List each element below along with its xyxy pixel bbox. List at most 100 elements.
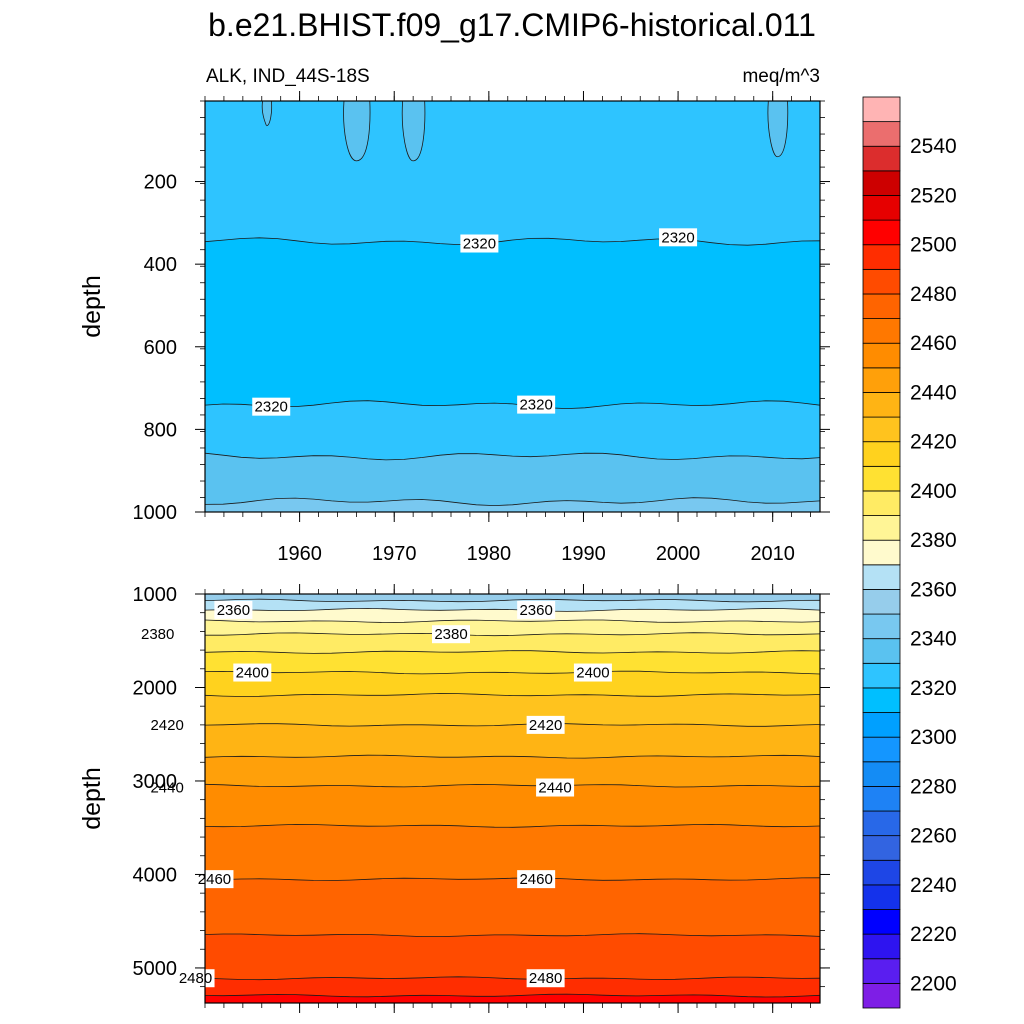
bottom-band-12 [205,877,820,937]
colorbar-box [862,884,901,910]
colorbar-box [862,982,901,1009]
colorbar-box [862,465,901,492]
y-tick-label: 400 [144,254,177,276]
bottom-band-contour-line [204,993,821,998]
contour-label: 2460 [195,870,234,889]
bottom-band-contour-line [204,650,821,654]
colorbar-box [862,490,901,516]
colorbar-tick-label: 2360 [910,578,957,601]
contour-label-box [526,715,565,734]
colorbar-box [862,786,901,812]
bottom-band-contour-line [204,823,821,828]
colorbar-box [862,958,901,984]
contour-label-box [138,625,177,644]
bottom-band-contour-line [204,783,821,788]
bottom-band-contour-line [204,877,821,881]
surface-contour-patch [401,100,426,162]
y-tick-label: 2000 [133,677,178,699]
x-tick-label: 2010 [750,543,795,565]
colorbar-box [862,539,901,566]
contour-label-text: 2380 [141,626,174,643]
colorbar-box [862,712,901,738]
colorbar-tick-label: 2260 [910,825,957,848]
colorbar-tick-label: 2480 [910,283,957,306]
contour-label-box [148,715,187,734]
top-panel-ticks: 200 400 600 800 1000 1960 1970 1980 1990 2000 2010 [133,91,830,565]
contour-label-box [659,228,698,247]
contour-label-text: 2320 [519,397,552,414]
surface-contour-patch [767,100,789,158]
contour-label: 2420 [526,715,565,734]
contour-label-text: 2460 [519,871,552,888]
bottom-band-contour-line [204,976,821,981]
contour-label-text: 2420 [529,717,562,734]
top-band-contour-line [204,237,821,246]
top-band-contour-line [204,452,821,461]
bottom-band-9 [205,755,820,787]
contour-label-text: 2440 [150,780,183,797]
contour-label-text: 2480 [529,970,562,987]
bottom-panel-frame [204,593,821,1004]
top-panel-contours [204,100,821,507]
colorbar-box [862,170,901,196]
bottom-band-contour-line [204,693,821,697]
colorbar-box [862,96,901,123]
contour-label-text: 2320 [463,236,496,253]
x-tick-label: 1980 [467,543,512,565]
top-band-3 [205,453,820,506]
colorbar-box [862,367,901,393]
surface-contour-patch [343,100,371,162]
colorbar-tick-label: 2340 [910,628,957,651]
colorbar: 2200 2220 2240 2260 2280 2300 2320 2340 2360 2380… [862,96,957,1009]
contour-label: 2320 [659,228,698,247]
top-y-axis-label: depth [78,275,106,338]
contour-label: 2400 [233,663,272,682]
chart-title: b.e21.BHIST.f09_g17.CMIP6-historical.011 [208,7,816,43]
contour-label-box [214,600,253,619]
colorbar-box [862,392,901,418]
contour-label: 2320 [517,395,556,414]
contour-label-box [233,663,272,682]
colorbar-box [862,933,901,960]
surface-contour-patch [261,100,273,127]
contour-label-text: 2320 [661,229,694,246]
contour-label-text: 2420 [150,717,183,734]
colorbar-tick-label: 2440 [910,381,957,404]
colorbar-tick-label: 2520 [910,184,957,207]
colorbar-box [862,736,901,763]
colorbar-box [862,219,901,246]
units-label: meq/m^3 [742,66,820,87]
colorbar-tick-label: 2200 [910,972,957,995]
contour-label-box [526,969,565,988]
bottom-panel-contours [204,598,821,998]
contour-label-text: 2460 [198,871,231,888]
top-band-2 [205,400,820,460]
colorbar-tick-label: 2300 [910,726,957,749]
contour-label-box [517,395,556,414]
colorbar-box [862,121,901,147]
contour-label: 2480 [176,969,215,988]
colorbar-box [862,761,901,787]
colorbar-tick-label: 2240 [910,874,957,897]
y-tick-label: 5000 [133,958,178,980]
colorbar-tick-label: 2420 [910,431,957,454]
contour-label: 2360 [214,600,253,619]
top-band-contour-line [204,497,821,507]
x-tick-label: 2000 [656,543,701,565]
contour-label-box [460,234,499,253]
top-band-0 [205,101,820,246]
colorbar-box [862,244,901,270]
bottom-band-15 [205,994,820,1003]
y-tick-label: 4000 [133,864,178,886]
colorbar-box [862,662,901,689]
contour-label: 2380 [138,625,177,644]
top-band-contour-line [204,400,821,410]
contour-label-box [517,600,556,619]
contour-label: 2400 [573,663,612,682]
y-tick-label: 600 [144,337,177,359]
contour-label: 2320 [252,397,291,416]
bottom-band-2 [205,608,820,623]
contour-label: 2480 [526,969,565,988]
contour-label-box [148,778,187,797]
colorbar-tick-label: 2380 [910,529,957,552]
